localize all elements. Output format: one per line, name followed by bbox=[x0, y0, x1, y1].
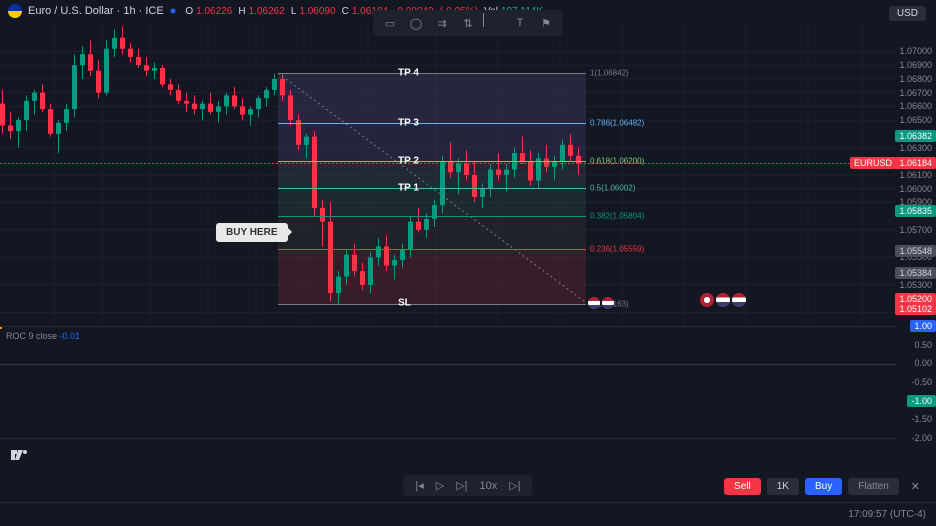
clock-label: 17:09:57 (UTC-4) bbox=[848, 509, 926, 520]
roc-panel[interactable]: ROC 9 close -0.01 bbox=[0, 326, 896, 438]
vline-tool-icon[interactable] bbox=[483, 13, 505, 27]
buy-here-label: BUY HERE bbox=[226, 227, 278, 238]
text-tool-icon[interactable]: T bbox=[509, 13, 531, 33]
buy-here-callout[interactable]: BUY HERE bbox=[216, 223, 288, 242]
main-chart[interactable]: 1(1.06842)0.786(1.06482)0.618(1.06200)0.… bbox=[0, 24, 896, 326]
flag-icon bbox=[716, 293, 730, 307]
jump-end-icon[interactable]: ▷| bbox=[509, 479, 520, 492]
candle-svg bbox=[0, 24, 896, 326]
rect-tool-icon[interactable]: ▭ bbox=[379, 13, 401, 33]
footer-bar: 17:09:57 (UTC-4) bbox=[0, 502, 936, 526]
symbol-title[interactable]: Euro / U.S. Dollar · 1h · ICE bbox=[28, 5, 164, 17]
playback-controls: |◂ ▷ ▷| 10x ▷| bbox=[403, 475, 532, 496]
play-icon[interactable]: ▷ bbox=[436, 479, 444, 492]
flag-icon bbox=[588, 297, 600, 309]
step-fwd-icon[interactable]: ▷| bbox=[456, 479, 467, 492]
fib-end-flags[interactable] bbox=[588, 297, 614, 309]
news-flags-overlay[interactable] bbox=[700, 293, 746, 307]
drawing-toolbar: ▭ ◯ ⇉ ⇅ T ⚑ bbox=[373, 10, 563, 36]
symbol-flag-icon bbox=[8, 4, 22, 18]
trade-buttons: Sell 1K Buy Flatten ✕ bbox=[724, 477, 926, 496]
flatten-button[interactable]: Flatten bbox=[848, 478, 899, 495]
roc-highlight-rect bbox=[0, 327, 2, 329]
flag-icon bbox=[700, 293, 714, 307]
price-range-tool-icon[interactable]: ⇅ bbox=[457, 13, 479, 33]
playback-speed[interactable]: 10x bbox=[480, 480, 498, 492]
flag-tool-icon[interactable]: ⚑ bbox=[535, 13, 557, 33]
time-axis[interactable] bbox=[0, 438, 896, 466]
flag-icon bbox=[602, 297, 614, 309]
buy-button[interactable]: Buy bbox=[805, 478, 842, 495]
ellipse-tool-icon[interactable]: ◯ bbox=[405, 13, 427, 33]
long-position-tool-icon[interactable]: ⇉ bbox=[431, 13, 453, 33]
ohlc-dot-icon: ● bbox=[170, 5, 177, 17]
close-panel-icon[interactable]: ✕ bbox=[905, 477, 926, 496]
sell-button[interactable]: Sell bbox=[724, 478, 761, 495]
price-axis[interactable]: 1.070001.069001.068001.067001.066001.065… bbox=[896, 24, 936, 326]
tradingview-logo-icon[interactable] bbox=[10, 448, 30, 462]
roc-svg bbox=[0, 327, 896, 439]
flag-icon bbox=[732, 293, 746, 307]
currency-badge[interactable]: USD bbox=[889, 6, 926, 21]
qty-button[interactable]: 1K bbox=[767, 478, 799, 495]
roc-axis[interactable]: 0.500.00-0.50-1.50-2.001.00-1.00 bbox=[896, 326, 936, 438]
jump-start-icon[interactable]: |◂ bbox=[415, 479, 423, 492]
